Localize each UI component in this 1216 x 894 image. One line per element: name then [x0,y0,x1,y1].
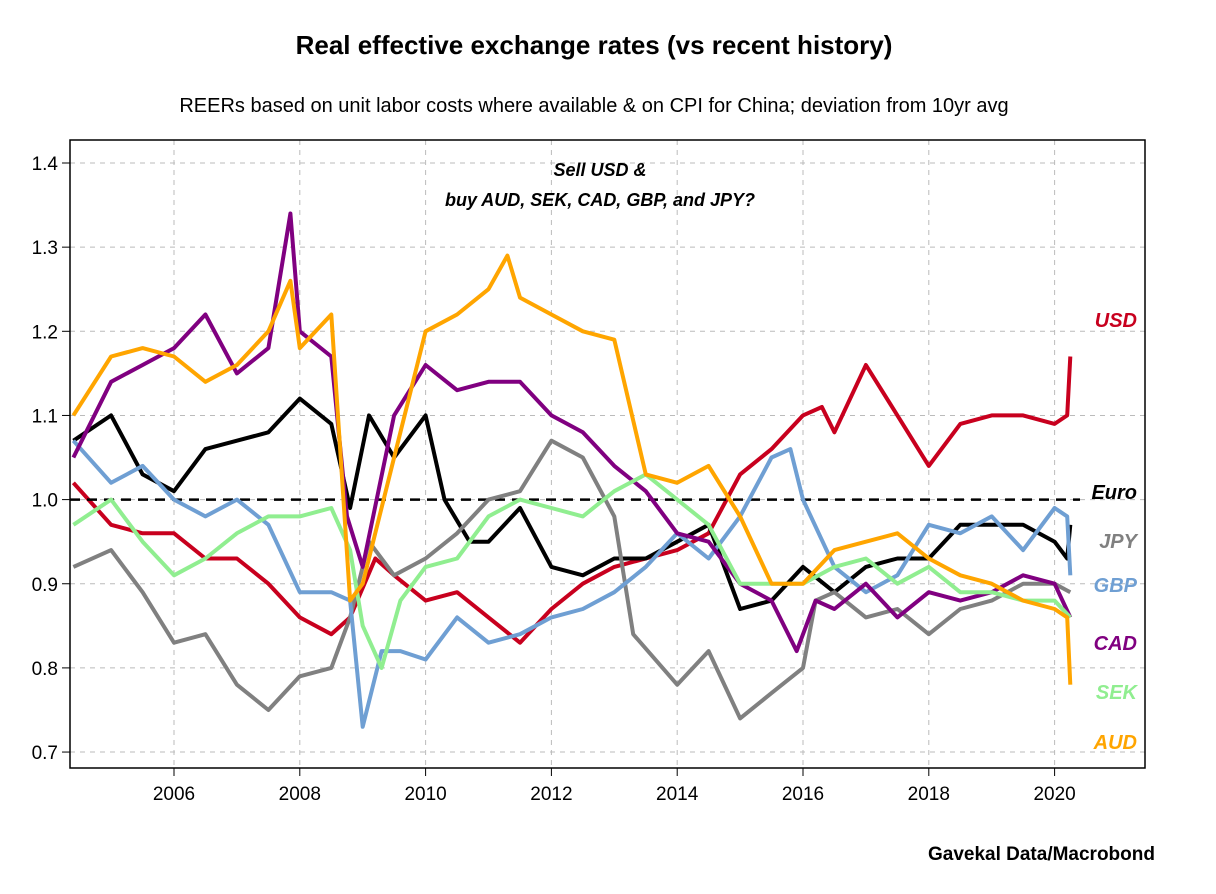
series-label-aud: AUD [1093,732,1137,754]
y-tick-label: 0.8 [32,659,58,680]
x-tick-label: 2006 [153,784,195,805]
series-line-gbp [71,439,1073,729]
x-tick-label: 2012 [530,784,572,805]
y-tick-label: 1.1 [32,406,58,427]
y-tick-label: 1.4 [32,154,59,175]
annotation-line-1: Sell USD & [553,160,646,180]
x-tick-label: 2018 [908,784,950,805]
y-tick-label: 0.7 [32,743,58,764]
series-lines [70,211,1080,729]
y-axis: 0.7 0.8 0.9 1.0 1.1 1.2 1.3 1.4 [32,154,70,764]
series-label-gbp: GBP [1094,575,1138,597]
series-line-usd [71,356,1073,645]
series-line-cad [71,211,1073,654]
series-label-sek: SEK [1096,682,1139,704]
y-tick-label: 1.3 [32,238,58,259]
x-tick-label: 2014 [656,784,699,805]
x-tick-label: 2008 [279,784,321,805]
x-tick-label: 2016 [782,784,824,805]
source-note: Gavekal Data/Macrobond [928,844,1155,865]
series-line-euro [72,396,1073,611]
x-tick-label: 2010 [404,784,446,805]
series-line-jpy [72,438,1072,721]
series-label-usd: USD [1095,310,1137,332]
series-labels: USD Euro JPY GBP CAD SEK AUD [1091,310,1138,754]
x-tick-label: 2020 [1033,784,1075,805]
x-axis: 2006 2008 2010 2012 2014 2016 2018 2020 [153,768,1076,805]
series-label-cad: CAD [1094,633,1137,655]
chart-subtitle: REERs based on unit labor costs where av… [179,95,1008,117]
series-label-euro: Euro [1091,482,1137,504]
series-line-aud [71,253,1073,685]
y-tick-label: 0.9 [32,575,58,596]
chart-title: Real effective exchange rates (vs recent… [296,30,893,60]
y-tick-label: 1.2 [32,322,58,343]
y-tick-label: 1.0 [32,491,58,512]
grid [70,140,1145,768]
annotation-line-2: buy AUD, SEK, CAD, GBP, and JPY? [445,190,755,210]
series-line-sek [72,472,1072,670]
series-label-jpy: JPY [1099,531,1138,553]
plot-frame [69,139,1146,769]
